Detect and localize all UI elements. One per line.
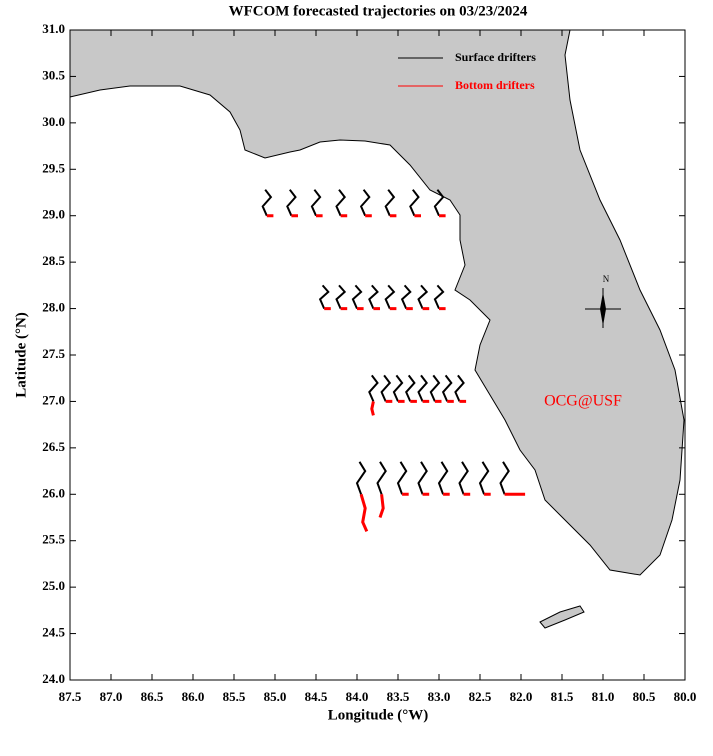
x-tick-label: 82.0 [510, 689, 533, 704]
legend-label: Bottom drifters [455, 78, 535, 92]
y-tick-label: 31.0 [42, 21, 65, 36]
x-axis-label: Longitude (°W) [328, 707, 429, 723]
x-tick-label: 83.0 [428, 689, 451, 704]
y-tick-label: 24.5 [42, 625, 65, 640]
y-tick-label: 29.5 [42, 160, 65, 175]
trajectory [261, 189, 510, 495]
x-tick-label: 81.5 [551, 689, 574, 704]
x-tick-label: 86.0 [182, 689, 205, 704]
x-tick-label: 85.5 [223, 689, 246, 704]
y-tick-label: 27.0 [42, 392, 65, 407]
x-tick-label: 82.5 [469, 689, 492, 704]
chart-title: WFCOM forecasted trajectories on 03/23/2… [229, 3, 528, 19]
y-tick-label: 28.0 [42, 300, 65, 315]
x-tick-label: 80.5 [633, 689, 656, 704]
y-axis-label: Latitude (°N) [13, 312, 29, 398]
y-tick-label: 29.0 [42, 207, 65, 222]
x-tick-label: 83.5 [387, 689, 410, 704]
x-tick-label: 87.5 [59, 689, 82, 704]
trajectory [266, 214, 526, 533]
y-tick-label: 26.0 [42, 485, 65, 500]
y-tick-label: 26.5 [42, 439, 65, 454]
compass-needle [600, 292, 606, 326]
x-tick-label: 85.0 [264, 689, 287, 704]
annotation: OCG@USF [544, 393, 622, 410]
x-tick-label: 80.0 [674, 689, 697, 704]
x-tick-label: 86.5 [141, 689, 164, 704]
compass-label: N [603, 274, 610, 284]
y-tick-label: 28.5 [42, 253, 65, 268]
x-tick-label: 87.0 [100, 689, 123, 704]
keys [539, 605, 585, 629]
florida-coast [69, 29, 685, 576]
y-tick-label: 30.5 [42, 67, 65, 82]
y-tick-label: 27.5 [42, 346, 65, 361]
y-tick-label: 30.0 [42, 114, 65, 129]
y-tick-label: 25.0 [42, 578, 65, 593]
land [69, 29, 685, 629]
x-tick-label: 81.0 [592, 689, 615, 704]
x-tick-label: 84.5 [305, 689, 328, 704]
legend-label: Surface drifters [455, 50, 536, 64]
compass: N [585, 274, 621, 328]
y-tick-label: 25.5 [42, 532, 65, 547]
x-tick-label: 84.0 [346, 689, 369, 704]
y-tick-label: 24.0 [42, 671, 65, 686]
